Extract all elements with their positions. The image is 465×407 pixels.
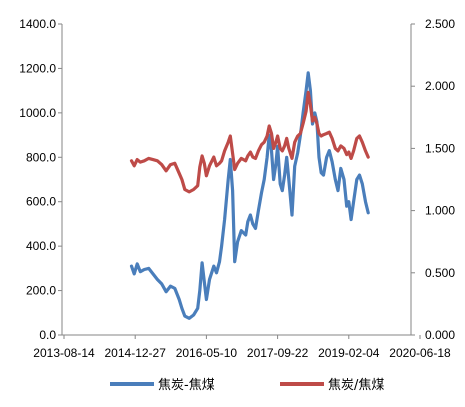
legend-label: 焦炭-焦煤 [158,378,215,393]
x-axis-tick-label: 2014-12-27 [105,346,167,360]
left-axis-tick-label: 400.0 [26,239,56,253]
x-axis-tick-label: 2013-08-14 [33,346,95,360]
series-line-spread [129,71,370,320]
legend-label: 焦炭/焦煤 [328,378,384,393]
x-axis-tick-label: 2017-09-22 [247,346,309,360]
left-axis-tick-label: 800.0 [26,150,56,164]
x-axis-tick-label: 2016-05-10 [176,346,238,360]
right-axis-tick-label: 2.000 [425,79,455,93]
left-axis-tick-label: 600.0 [26,195,56,209]
left-axis-tick-label: 200.0 [26,284,56,298]
right-axis-tick-label: 1.000 [425,204,455,218]
left-axis-tick-label: 0.0 [39,328,56,342]
left-axis-tick-label: 1000.0 [19,106,56,120]
x-axis-tick-label: 2019-02-04 [318,346,380,360]
legend: 焦炭-焦煤 焦炭/焦煤 [110,378,384,393]
right-axis-tick-label: 1.500 [425,141,455,155]
left-axis-tick-label: 1400.0 [19,17,56,31]
right-axis-tick-label: 0.000 [425,328,455,342]
right-axis-tick-label: 0.500 [425,266,455,280]
right-axis-tick-label: 2.500 [425,17,455,31]
series-layer [129,71,370,320]
series-line-ratio [129,90,370,194]
axes-layer: 0.0 200.0 400.0 600.0 800.0 1000.0 1200.0 1400.… [19,17,455,360]
x-axis-tick-label: 2020-06-18 [389,346,451,360]
left-axis-tick-label: 1200.0 [19,61,56,75]
